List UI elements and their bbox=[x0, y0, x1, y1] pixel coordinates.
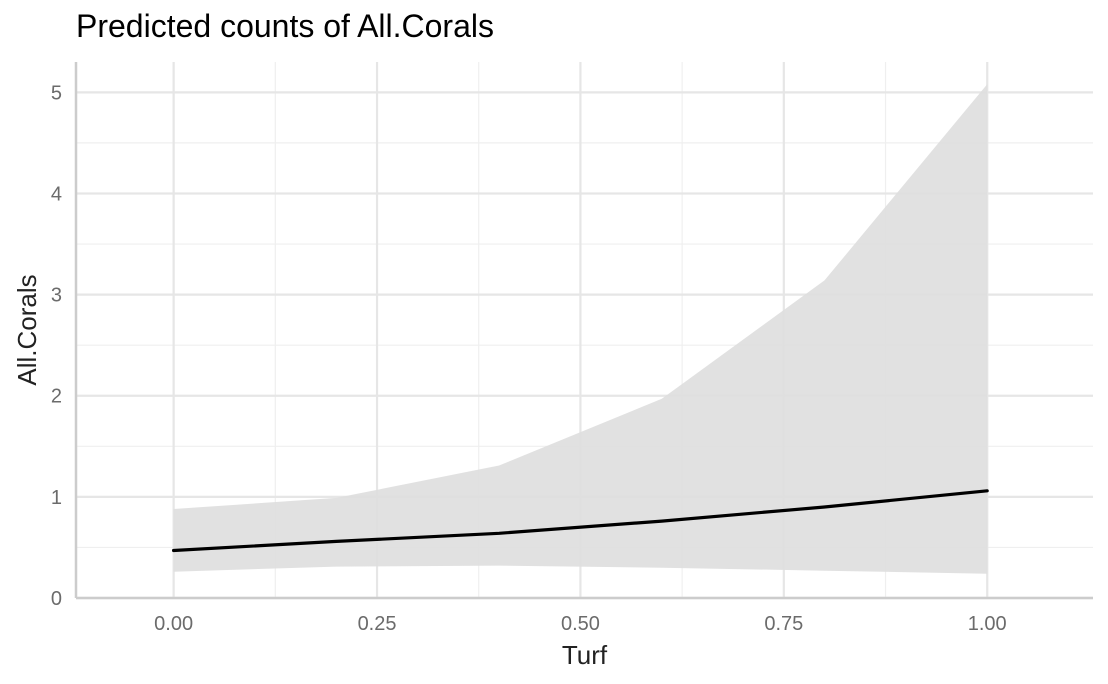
y-tick-label: 5 bbox=[51, 82, 62, 104]
confidence-ribbon bbox=[173, 84, 988, 574]
y-tick-label: 3 bbox=[51, 285, 62, 307]
prediction-line-layer bbox=[172, 489, 989, 553]
confidence-ribbon-layer bbox=[173, 84, 988, 574]
y-tick-label: 1 bbox=[51, 487, 62, 509]
y-axis-title: All.Corals bbox=[12, 274, 42, 385]
y-tick-label: 4 bbox=[51, 183, 62, 205]
x-tick-label: 1.00 bbox=[968, 613, 1007, 635]
x-tick-labels: 0.00 0.25 0.50 0.75 1.00 bbox=[154, 613, 1007, 635]
y-tick-label: 2 bbox=[51, 386, 62, 408]
y-tick-labels: 0 1 2 3 4 5 bbox=[51, 82, 62, 610]
chart-title: Predicted counts of All.Corals bbox=[76, 8, 494, 44]
x-tick-label: 0.25 bbox=[358, 613, 397, 635]
x-tick-label: 0.75 bbox=[764, 613, 803, 635]
x-tick-label: 0.00 bbox=[154, 613, 193, 635]
x-tick-label: 0.50 bbox=[561, 613, 600, 635]
x-axis-title: Turf bbox=[562, 640, 608, 670]
axis-lines bbox=[74, 62, 1093, 600]
y-tick-label: 0 bbox=[51, 588, 62, 610]
prediction-line bbox=[172, 489, 989, 553]
